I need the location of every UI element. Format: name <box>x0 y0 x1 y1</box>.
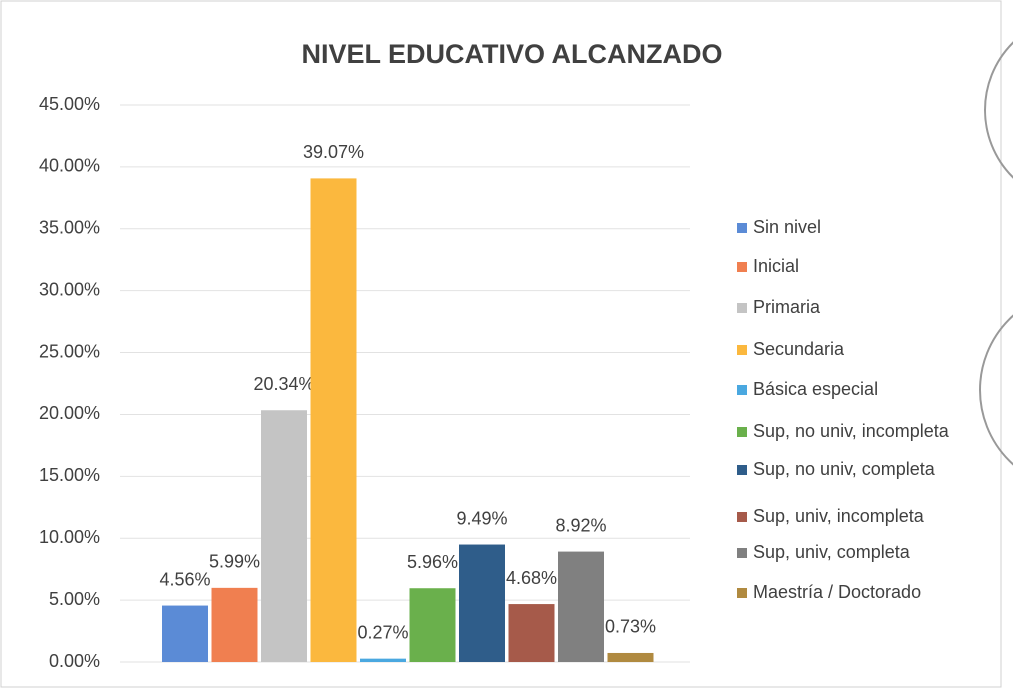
legend-label: Maestría / Doctorado <box>753 582 921 602</box>
legend-label: Sup, univ, incompleta <box>753 506 925 526</box>
y-tick-label: 30.00% <box>39 279 100 299</box>
data-label: 4.56% <box>159 569 210 589</box>
y-tick-label: 35.00% <box>39 218 100 238</box>
legend-swatch <box>737 385 747 395</box>
legend-label: Sup, no univ, incompleta <box>753 421 950 441</box>
chart-title: NIVEL EDUCATIVO ALCANZADO <box>301 39 722 69</box>
legend-label: Básica especial <box>753 379 878 399</box>
data-label: 4.68% <box>506 568 557 588</box>
data-label: 20.34% <box>253 374 314 394</box>
legend-label: Inicial <box>753 256 799 276</box>
bar <box>558 551 604 662</box>
legend-label: Sup, no univ, completa <box>753 459 936 479</box>
bar <box>459 544 505 662</box>
y-tick-label: 40.00% <box>39 156 100 176</box>
bar <box>261 410 307 662</box>
bar <box>409 588 456 662</box>
stamp <box>984 41 1013 179</box>
bar <box>508 604 555 662</box>
data-label: 39.07% <box>303 142 364 162</box>
data-label: 0.27% <box>357 622 408 642</box>
legend-swatch <box>737 548 747 558</box>
y-tick-label: 45.00% <box>39 94 100 114</box>
bar <box>162 605 208 662</box>
y-tick-label: 15.00% <box>39 465 100 485</box>
data-label: 0.73% <box>605 617 656 637</box>
legend-label: Secundaria <box>753 339 845 359</box>
legend-swatch <box>737 303 747 313</box>
y-tick-label: 0.00% <box>49 651 100 671</box>
y-tick-label: 5.00% <box>49 589 100 609</box>
bar <box>360 658 406 662</box>
legend-swatch <box>737 223 747 233</box>
legend-swatch <box>737 427 747 437</box>
bar <box>211 587 258 662</box>
legend-label: Sup, univ, completa <box>753 542 911 562</box>
legend-swatch <box>737 465 747 475</box>
y-tick-label: 25.00% <box>39 341 100 361</box>
data-label: 5.96% <box>407 552 458 572</box>
stamp <box>979 314 1013 466</box>
bar <box>310 178 357 663</box>
data-label: 5.99% <box>209 552 260 572</box>
bar <box>607 652 654 662</box>
legend-swatch <box>737 588 747 598</box>
y-tick-label: 20.00% <box>39 403 100 423</box>
y-tick-label: 10.00% <box>39 527 100 547</box>
legend-swatch <box>737 345 747 355</box>
legend-label: Primaria <box>753 297 821 317</box>
data-label: 9.49% <box>456 508 507 528</box>
legend-swatch <box>737 262 747 272</box>
legend-label: Sin nivel <box>753 217 821 237</box>
data-label: 8.92% <box>555 515 606 535</box>
legend-swatch <box>737 512 747 522</box>
